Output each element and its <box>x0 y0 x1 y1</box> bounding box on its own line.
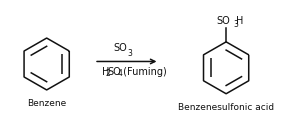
Text: SO: SO <box>216 16 230 26</box>
Text: 3: 3 <box>127 49 132 58</box>
Text: H: H <box>236 16 243 26</box>
Text: Benzene: Benzene <box>27 99 66 108</box>
Text: 4: 4 <box>118 69 123 78</box>
Text: SO: SO <box>108 67 122 77</box>
Text: H: H <box>102 67 109 77</box>
Text: Benzenesulfonic acid: Benzenesulfonic acid <box>178 103 274 112</box>
Text: 3: 3 <box>233 20 238 29</box>
Text: SO: SO <box>113 43 127 53</box>
Text: (Fuming): (Fuming) <box>120 67 167 77</box>
Text: 2: 2 <box>105 69 110 78</box>
